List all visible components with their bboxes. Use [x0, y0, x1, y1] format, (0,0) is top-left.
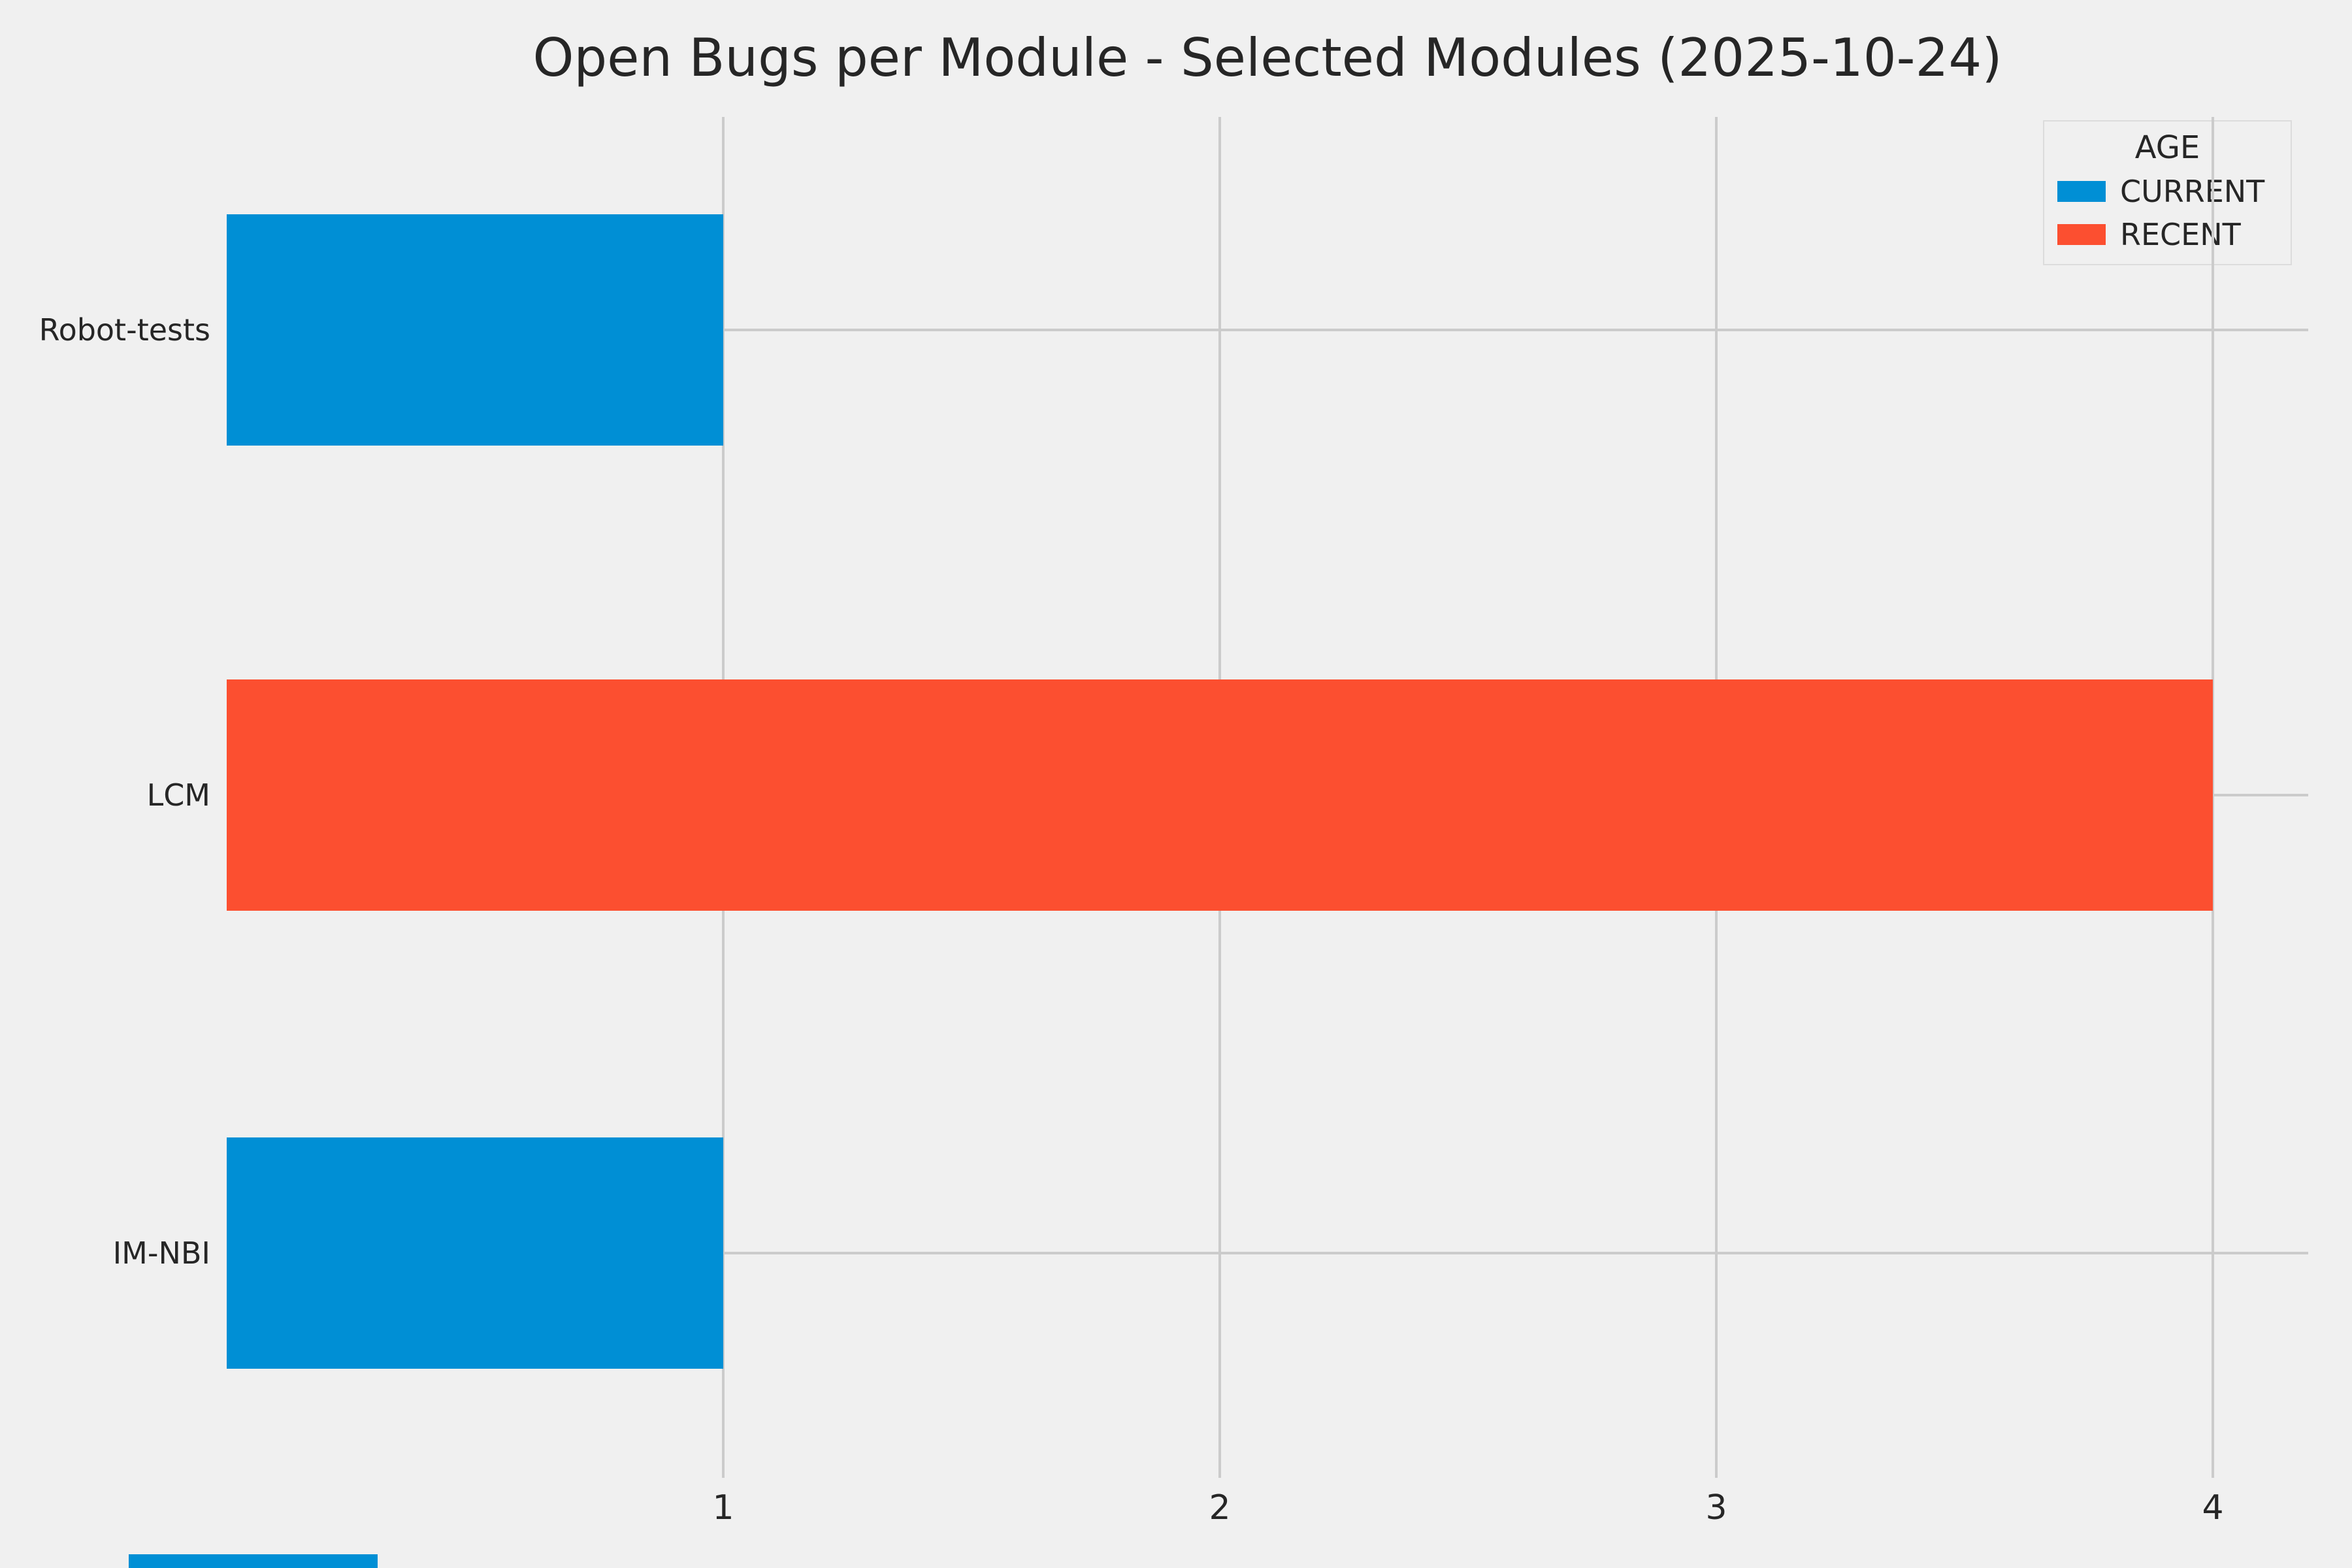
legend-swatch-current: [2057, 181, 2106, 202]
legend-entry: CURRENT: [2057, 174, 2278, 209]
x-tick-label: 2: [1209, 1488, 1231, 1527]
legend-title: AGE: [2134, 129, 2200, 166]
y-gridline: [227, 1252, 2308, 1254]
bar-im-nbi: [227, 1137, 723, 1369]
y-category-label: IM-NBI: [112, 1235, 210, 1271]
bar-lcm: [227, 679, 2213, 911]
legend-box: AGE CURRENT RECENT: [2043, 120, 2292, 265]
x-tick-label: 4: [2202, 1488, 2224, 1527]
bar-robot-tests: [227, 214, 723, 446]
x-tick-label: 1: [712, 1488, 734, 1527]
x-gridline: [2212, 117, 2214, 1478]
chart-title: Open Bugs per Module - Selected Modules …: [532, 27, 2002, 88]
x-tick-label: 3: [1705, 1488, 1727, 1527]
legend-entry: RECENT: [2057, 217, 2278, 252]
legend-entry-label: CURRENT: [2120, 174, 2265, 209]
legend-entry-label: RECENT: [2120, 217, 2241, 252]
y-category-label: Robot-tests: [39, 312, 210, 348]
y-category-label: LCM: [146, 777, 210, 813]
y-gridline: [227, 329, 2308, 331]
legend-entries: CURRENT RECENT: [2057, 174, 2278, 252]
cropped-bar-fragment: [129, 1554, 378, 1568]
legend-swatch-recent: [2057, 224, 2106, 245]
